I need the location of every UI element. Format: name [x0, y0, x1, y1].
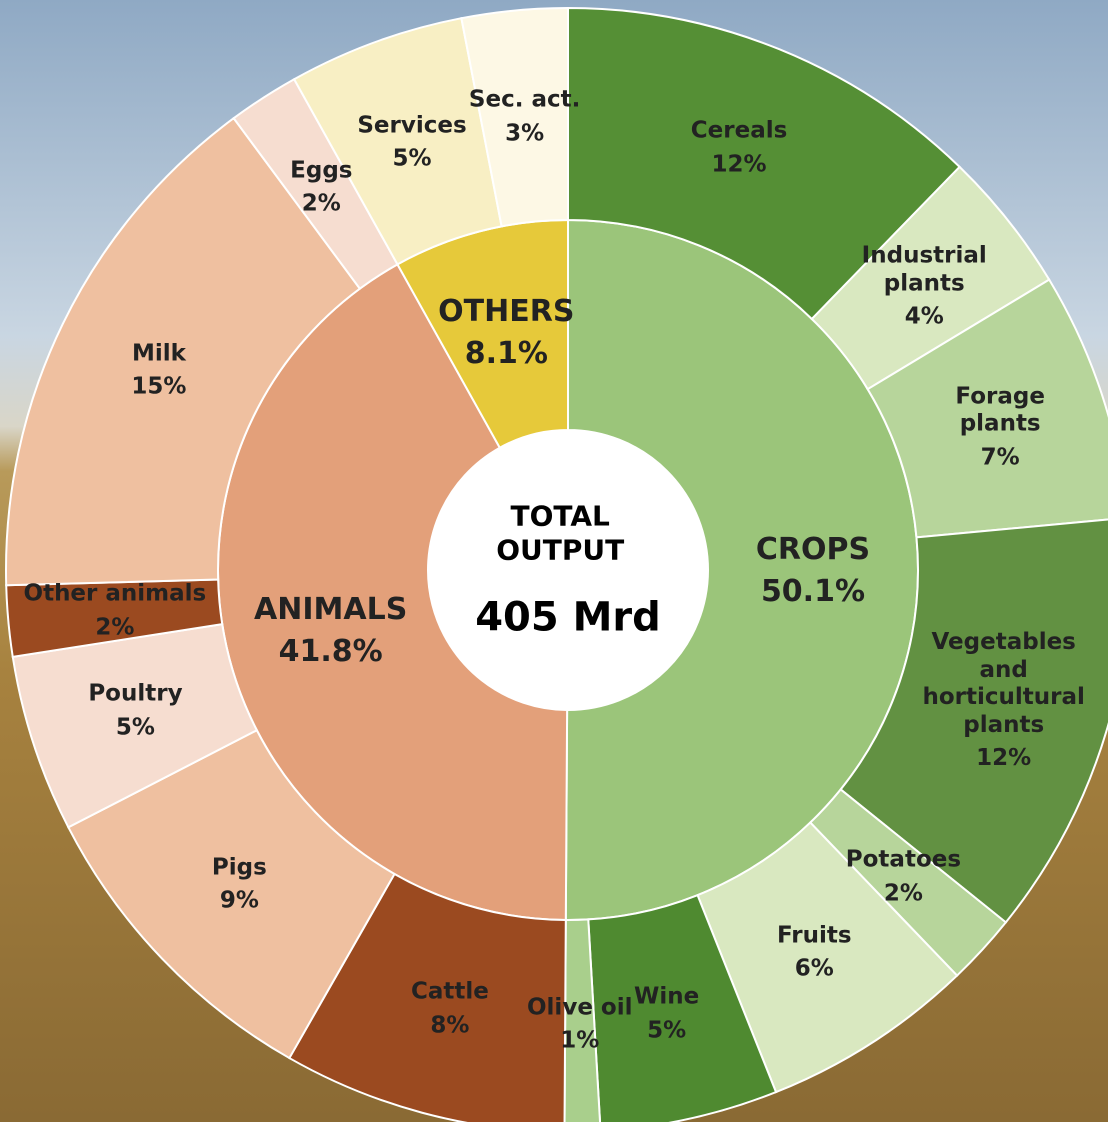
center-label: TOTAL OUTPUT 405 Mrd	[475, 499, 661, 640]
total-label: 405 Mrd	[475, 594, 661, 641]
segment-value-label: 3%	[505, 120, 545, 147]
group-label: CROPS 50.1%	[756, 526, 870, 616]
segment-value-label: 8%	[430, 1012, 470, 1039]
segment-name: Cattle	[410, 978, 489, 1005]
segment-name: Wine	[634, 983, 700, 1010]
segment-value-label: 15%	[131, 373, 187, 400]
center-title: TOTAL OUTPUT	[496, 499, 625, 566]
outer-segment	[5, 116, 362, 587]
segment-value-label: 5%	[115, 714, 155, 741]
segment-label: Industrial plants 4%	[832, 237, 1016, 338]
segment-name: Potatoes	[845, 846, 962, 873]
group-value-label: 8.1%	[464, 335, 548, 371]
segment-value-label: 12%	[711, 151, 767, 178]
outer-segment	[587, 893, 778, 1122]
outer-segment	[866, 278, 1108, 539]
segment-label: Cereals 12%	[691, 112, 788, 185]
group-name: ANIMALS	[254, 591, 408, 627]
segment-value-label: 4%	[904, 303, 944, 330]
group-value-label: 50.1%	[760, 573, 866, 609]
segment-value-label: 2%	[301, 190, 341, 217]
segment-label: Other animals 2%	[24, 575, 207, 648]
segment-name: Poultry	[88, 680, 183, 707]
segment-name: Cereals	[690, 117, 788, 144]
segment-label: Vegetables and horticultural plants 12%	[923, 623, 1085, 779]
segment-label: Olive oil 1%	[527, 988, 633, 1061]
segment-value-label: 1%	[560, 1027, 600, 1054]
segment-name: Other animals	[23, 580, 207, 607]
segment-name: Industrial plants	[861, 242, 987, 297]
segment-label: Cattle 8%	[411, 973, 489, 1046]
segment-label: Forage plants 7%	[946, 377, 1054, 478]
segment-label: Pigs 9%	[212, 848, 267, 921]
group-name: OTHERS	[438, 293, 575, 329]
group-label: OTHERS 8.1%	[438, 288, 574, 378]
group-value-label: 41.8%	[278, 633, 383, 669]
segment-value-label: 9%	[219, 887, 259, 914]
segment-name: Vegetables and horticultural plants	[922, 629, 1085, 738]
segment-label: Wine 5%	[634, 978, 699, 1051]
segment-label: Fruits 6%	[777, 916, 852, 989]
segment-value-label: 6%	[794, 955, 834, 982]
center-hole	[428, 430, 708, 710]
segment-name: Fruits	[776, 922, 852, 948]
outer-segment	[460, 6, 569, 228]
segment-name: Forage plants	[955, 383, 1045, 437]
segment-value-label: 2%	[95, 614, 135, 641]
segment-label: Potatoes 2%	[846, 841, 961, 914]
segment-label: Services 5%	[357, 106, 466, 179]
segment-label: Eggs 2%	[290, 151, 352, 224]
segment-label: Poultry 5%	[88, 675, 182, 748]
segment-value-label: 12%	[976, 745, 1032, 772]
segment-name: Sec. act.	[468, 86, 581, 113]
segment-value-label: 2%	[883, 880, 923, 907]
segment-label: Milk 15%	[131, 334, 186, 407]
group-label: ANIMALS 41.8%	[254, 586, 407, 676]
segment-name: Pigs	[211, 854, 267, 881]
segment-name: Milk	[131, 340, 186, 367]
segment-name: Services	[357, 111, 467, 138]
segment-name: Olive oil	[527, 994, 633, 1021]
segment-value-label: 5%	[647, 1017, 687, 1044]
segment-name: Eggs	[290, 157, 353, 184]
group-name: CROPS	[755, 531, 871, 567]
segment-label: Sec. act. 3%	[469, 80, 580, 153]
segment-value-label: 7%	[980, 444, 1020, 471]
segment-value-label: 5%	[392, 145, 432, 172]
